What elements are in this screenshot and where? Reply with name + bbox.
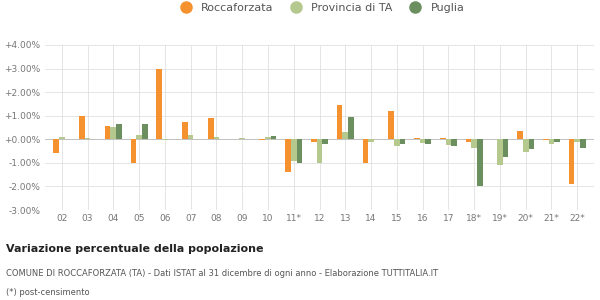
Bar <box>110 128 116 139</box>
Bar <box>569 139 574 184</box>
Bar <box>311 139 317 142</box>
Bar <box>317 139 322 163</box>
Bar <box>85 138 91 139</box>
Bar <box>343 132 348 139</box>
Bar <box>446 139 451 145</box>
Bar <box>348 117 354 139</box>
Bar <box>420 139 425 143</box>
Bar <box>157 69 162 139</box>
Bar <box>296 139 302 163</box>
Bar <box>271 136 277 139</box>
Bar <box>548 139 554 144</box>
Legend: Roccaforzata, Provincia di TA, Puglia: Roccaforzata, Provincia di TA, Puglia <box>170 0 469 18</box>
Bar <box>400 139 406 144</box>
Bar <box>580 139 586 148</box>
Bar <box>414 138 420 139</box>
Bar <box>53 139 59 153</box>
Bar <box>517 131 523 139</box>
Bar <box>388 111 394 139</box>
Bar <box>136 135 142 139</box>
Bar <box>451 139 457 146</box>
Bar <box>574 139 580 142</box>
Bar <box>259 139 265 140</box>
Text: (*) post-censimento: (*) post-censimento <box>6 288 89 297</box>
Bar <box>285 139 291 172</box>
Bar <box>265 137 271 139</box>
Bar <box>214 137 219 139</box>
Bar <box>239 138 245 139</box>
Bar <box>322 139 328 144</box>
Bar <box>188 135 193 139</box>
Bar <box>394 139 400 146</box>
Bar <box>291 139 296 161</box>
Bar <box>425 139 431 144</box>
Bar <box>523 139 529 152</box>
Bar <box>208 118 214 139</box>
Bar <box>162 139 167 140</box>
Bar <box>503 139 508 157</box>
Bar <box>529 139 534 149</box>
Bar <box>440 138 446 139</box>
Bar <box>497 139 503 165</box>
Bar <box>466 139 472 142</box>
Bar <box>368 139 374 142</box>
Bar <box>362 139 368 163</box>
Bar <box>116 124 122 139</box>
Bar <box>142 124 148 139</box>
Bar <box>182 122 188 139</box>
Bar <box>131 139 136 163</box>
Bar <box>554 139 560 142</box>
Bar <box>543 139 548 140</box>
Bar <box>477 139 482 186</box>
Bar <box>337 105 343 139</box>
Bar <box>105 126 110 139</box>
Text: Variazione percentuale della popolazione: Variazione percentuale della popolazione <box>6 244 263 254</box>
Bar <box>79 116 85 139</box>
Text: COMUNE DI ROCCAFORZATA (TA) - Dati ISTAT al 31 dicembre di ogni anno - Elaborazi: COMUNE DI ROCCAFORZATA (TA) - Dati ISTAT… <box>6 268 438 278</box>
Bar <box>59 137 65 139</box>
Bar <box>472 139 477 148</box>
